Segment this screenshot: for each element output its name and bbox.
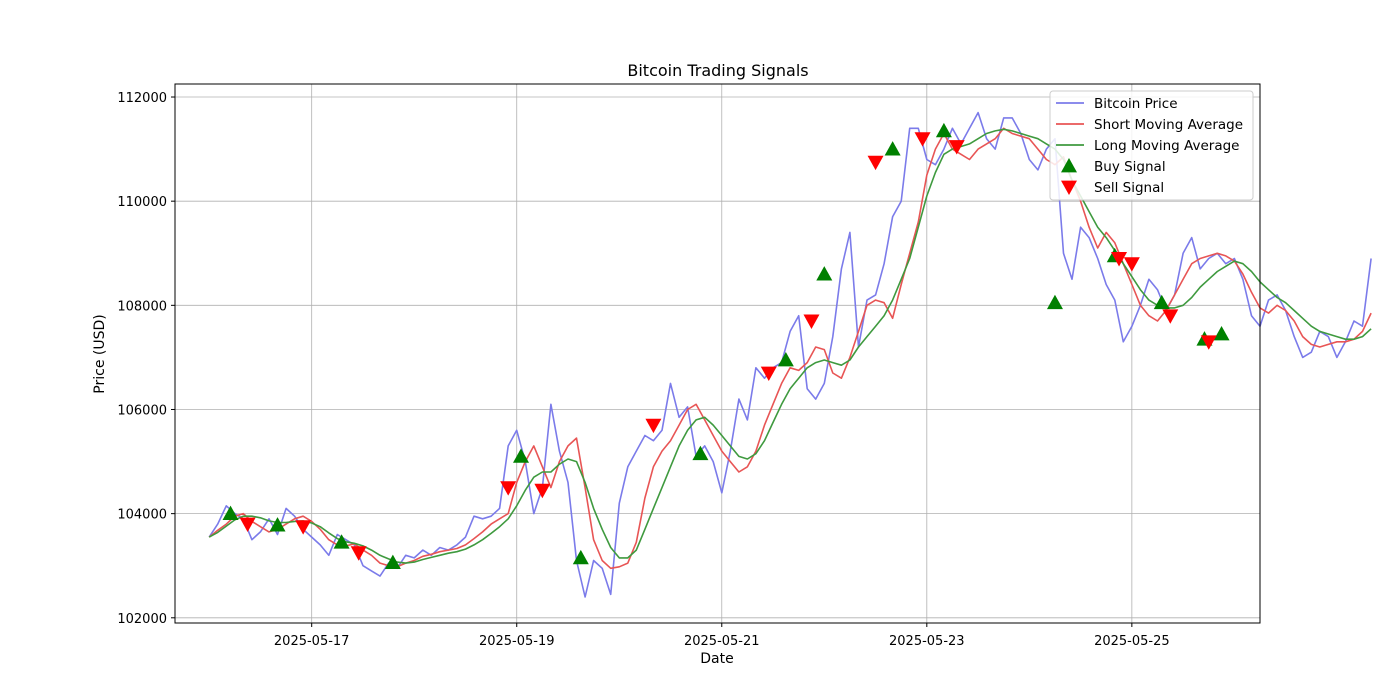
sell-signal-marker [1111,252,1128,267]
buy-signal-marker [884,141,901,156]
buy-signal-marker [222,505,239,521]
axes-frame [174,83,1261,624]
buy-signal-marker [269,517,286,532]
legend-entry-buy-label: Buy Signal [1094,159,1166,175]
legend-entry-long-ma-label: Long Moving Average [1094,138,1239,154]
sell-signal-marker [760,366,777,382]
sell-signal-marker [948,140,965,155]
y-tick-label: 110000 [117,195,167,210]
legend-entry-buy-swatch [1061,158,1077,173]
legend-entry-short-ma-label: Short Moving Average [1094,117,1243,133]
buy-signal-marker [333,534,350,549]
chart-title: Bitcoin Trading Signals [627,61,808,80]
x-tick-label: 2025-05-19 [479,634,555,649]
legend: Bitcoin Price Short Moving Average Long Mo… [1049,90,1254,201]
sell-signal-marker [914,132,931,147]
sell-signal-marker [645,418,662,434]
price-line [208,111,1372,598]
y-tick-label: 102000 [117,612,167,627]
sell-signal-marker [1200,335,1217,350]
legend-entry-sell-swatch [1061,180,1077,195]
sell-signal-marker [239,517,256,533]
buy-signal-marker [935,122,952,138]
buy-signal-marker [692,445,709,461]
x-tick-label: 2025-05-23 [889,634,965,649]
plot-area [208,111,1372,598]
buy-signal-marker [777,352,794,367]
legend-entry-sell-label: Sell Signal [1094,180,1164,196]
y-tick-label: 108000 [117,299,167,314]
buy-signal-marker [1046,294,1063,310]
sell-signal-marker [295,520,312,535]
sell-signal-marker [350,546,367,561]
buy-signal-marker [572,549,589,565]
x-tick-label: 2025-05-21 [684,634,760,649]
buy-signal-marker [513,448,530,463]
buy-signal-marker [1213,325,1230,341]
y-tick-label: 112000 [117,91,167,106]
short-ma-line [208,127,1372,570]
buy-signal-marker [1153,294,1170,310]
sell-signal-marker [867,155,884,171]
y-axis-label: Price (USD) [92,314,108,393]
legend-box [1049,90,1254,201]
sell-signal-marker [803,314,820,329]
buy-signal-marker [384,554,401,569]
sell-signal-marker [500,481,517,496]
y-tick-label: 104000 [117,508,167,523]
y-tick-label: 106000 [117,403,167,418]
sell-signal-marker [1162,309,1179,324]
axis-ticks: 2025-05-17 2025-05-19 2025-05-21 2025-05-23… [117,91,1169,649]
x-tick-label: 2025-05-17 [274,634,350,649]
x-axis-label: Date [700,651,733,667]
sell-signal-marker [534,483,551,499]
long-ma-line [208,128,1372,564]
x-tick-label: 2025-05-25 [1094,634,1170,649]
buy-signal-marker [816,266,833,281]
legend-entry-price-label: Bitcoin Price [1094,96,1178,112]
sell-signal-marker [1123,257,1140,272]
